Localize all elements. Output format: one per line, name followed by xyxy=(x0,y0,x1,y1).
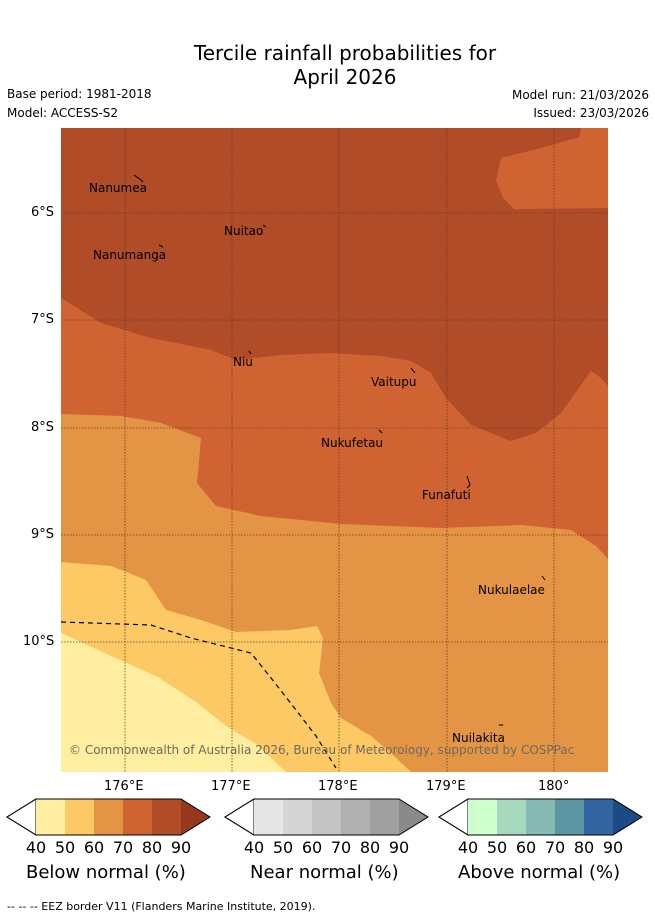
label-vaitupu: Vaitupu xyxy=(371,375,417,389)
eez-legend-note: -- -- -- EEZ border V11 (Flanders Marine… xyxy=(7,900,316,913)
tick-above-60: 60 xyxy=(515,838,537,857)
tick-near-70: 70 xyxy=(330,838,352,857)
colorbar-above-outline xyxy=(438,798,643,836)
tick-below-40: 40 xyxy=(25,838,47,857)
colorbar-near-over-arrow xyxy=(399,799,428,835)
base-period: Base period: 1981-2018 xyxy=(7,87,152,101)
label-nanumanga: Nanumanga xyxy=(93,248,166,262)
tick-below-60: 60 xyxy=(83,838,105,857)
colorbar-below-title: Below normal (%) xyxy=(26,862,186,883)
colorbar-below-swatch-1 xyxy=(65,799,94,835)
tick-below-50: 50 xyxy=(54,838,76,857)
tick-near-80: 80 xyxy=(359,838,381,857)
copyright-notice: © Commonwealth of Australia 2026, Bureau… xyxy=(69,743,574,757)
tick-below-80: 80 xyxy=(141,838,163,857)
tick-near-60: 60 xyxy=(301,838,323,857)
colorbar-above-swatch-4 xyxy=(584,799,613,835)
tick-above-40: 40 xyxy=(457,838,479,857)
lat-label-8s: 8°S xyxy=(31,420,55,435)
colorbar-below-swatch-2 xyxy=(94,799,123,835)
title-line-2: April 2026 xyxy=(293,65,397,89)
label-nuitao: Nuitao xyxy=(224,224,263,238)
label-nuilakita: Nuilakita xyxy=(452,731,505,745)
graticule xyxy=(61,128,608,772)
colorbar-near-swatch-2 xyxy=(312,799,341,835)
label-niu: Niu xyxy=(233,355,253,369)
label-nukufetau: Nukufetau xyxy=(321,436,383,450)
colorbar-near-swatch-1 xyxy=(283,799,312,835)
lat-label-10s: 10°S xyxy=(23,634,55,649)
label-nukulaelae: Nukulaelae xyxy=(478,583,545,597)
lon-label-177e: 177°E xyxy=(211,779,251,794)
title-line-1: Tercile rainfall probabilities for xyxy=(193,41,497,65)
colorbar-near-outline xyxy=(224,798,429,836)
map-title: Tercile rainfall probabilities for April… xyxy=(0,41,655,89)
colorbar-above-swatch-2 xyxy=(526,799,555,835)
colorbar-near-swatch-0 xyxy=(254,799,283,835)
colorbar-above-swatch-3 xyxy=(555,799,584,835)
lat-label-7s: 7°S xyxy=(31,312,55,327)
tick-below-70: 70 xyxy=(112,838,134,857)
lon-label-179e: 179°E xyxy=(426,779,466,794)
tick-above-50: 50 xyxy=(486,838,508,857)
colorbar-near-swatch-4 xyxy=(370,799,399,835)
island-outlines xyxy=(133,174,546,726)
colorbar-below-swatch-0 xyxy=(36,799,65,835)
colorbar-above xyxy=(438,798,643,836)
colorbar-above-under-arrow xyxy=(438,798,469,836)
colorbar-near xyxy=(224,798,429,836)
lon-label-176e: 176°E xyxy=(104,779,144,794)
colorbar-above-title: Above normal (%) xyxy=(458,862,621,883)
band-40-50 xyxy=(61,633,286,772)
tick-above-80: 80 xyxy=(573,838,595,857)
lat-label-9s: 9°S xyxy=(31,527,55,542)
colorbar-below-swatch-3 xyxy=(123,799,152,835)
lon-label-180: 180° xyxy=(538,779,570,794)
label-funafuti: Funafuti xyxy=(422,488,471,502)
tick-near-40: 40 xyxy=(243,838,265,857)
colorbar-above-swatch-1 xyxy=(497,799,526,835)
lat-label-6s: 6°S xyxy=(31,205,55,220)
eez-border-line xyxy=(61,621,337,769)
place-labels: Nanumea Nuitao Nanumanga Niu Vaitupu Nuk… xyxy=(89,181,545,745)
colorbar-below-over-arrow xyxy=(181,799,210,835)
colorbar-below xyxy=(6,798,211,836)
model-run: Model run: 21/03/2026 xyxy=(511,88,649,102)
tick-near-90: 90 xyxy=(388,838,410,857)
colorbar-above-over-arrow xyxy=(613,799,642,835)
tick-near-50: 50 xyxy=(272,838,294,857)
colorbar-near-title: Near normal (%) xyxy=(250,862,399,883)
colorbar-above-swatch-0 xyxy=(468,799,497,835)
colorbar-below-swatch-4 xyxy=(152,799,181,835)
colorbar-below-outline xyxy=(6,798,211,836)
lon-label-178e: 178°E xyxy=(318,779,358,794)
colorbar-near-swatch-3 xyxy=(341,799,370,835)
model-name: Model: ACCESS-S2 xyxy=(7,106,119,120)
tick-above-90: 90 xyxy=(602,838,624,857)
tick-above-70: 70 xyxy=(544,838,566,857)
rainfall-map: Nanumea Nuitao Nanumanga Niu Vaitupu Nuk… xyxy=(61,128,608,772)
label-nanumea: Nanumea xyxy=(89,181,147,195)
tick-below-90: 90 xyxy=(170,838,192,857)
colorbar-below-under-arrow xyxy=(6,798,37,836)
issued-date: Issued: 23/03/2026 xyxy=(533,106,649,120)
band-70-80-ne-upper xyxy=(496,136,608,209)
colorbar-near-under-arrow xyxy=(224,798,255,836)
